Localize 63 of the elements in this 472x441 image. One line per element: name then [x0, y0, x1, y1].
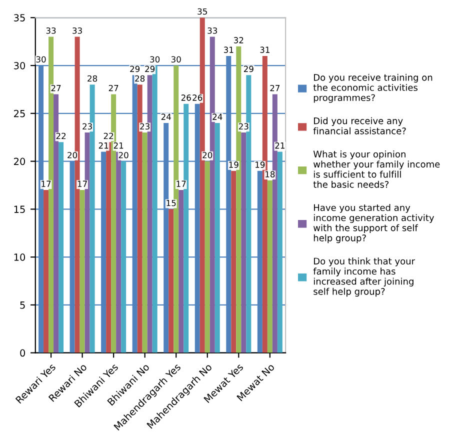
data-label: 35: [198, 8, 207, 15]
bar: [142, 132, 148, 353]
legend-label: Have you started any income generation activity with the support of self help group?: [314, 204, 434, 244]
data-label: 21: [98, 142, 108, 149]
data-label: 22: [56, 132, 66, 140]
data-label: 21: [114, 142, 124, 149]
data-label: 33: [208, 27, 218, 34]
data-label: 19: [256, 162, 265, 168]
y-tick-label: 15: [14, 206, 25, 213]
y-tick-label: 25: [14, 110, 25, 118]
data-label: 29: [145, 66, 155, 72]
bar: [121, 161, 126, 353]
data-label: 28: [88, 75, 98, 82]
bar: [58, 142, 64, 353]
legend-label: Do you think that your family income has increased after joining self help group?: [313, 258, 416, 297]
y-tick-label: 30: [14, 62, 26, 70]
data-label: 15: [166, 200, 176, 206]
data-label: 33: [46, 27, 56, 34]
legend-label: Do you receive training on the economic activities programmes?: [313, 74, 432, 103]
data-label: 31: [260, 46, 270, 53]
data-label: 33: [72, 27, 82, 34]
y-tick-label: 35: [14, 14, 25, 22]
bar: [168, 209, 174, 353]
data-label: 20: [202, 152, 212, 158]
data-label: 20: [68, 152, 78, 158]
data-label: 18: [266, 171, 275, 178]
data-label: 30: [36, 56, 46, 63]
legend-label: What is your opinion whether your family income is sufficient to fulfill the basic needs?: [313, 150, 440, 188]
data-label: 24: [212, 114, 222, 120]
y-tick-label: 10: [14, 254, 26, 261]
data-label: 26: [181, 94, 191, 101]
bar: [277, 152, 282, 353]
data-label: 17: [176, 180, 186, 187]
y-tick-label: 0: [20, 349, 26, 357]
bar: [204, 161, 210, 353]
bar: [241, 132, 246, 353]
bar: [214, 122, 220, 353]
data-label: 27: [51, 84, 61, 92]
data-label: 27: [270, 84, 280, 92]
data-label: 27: [108, 84, 118, 92]
data-label: 26: [192, 94, 202, 101]
data-label: 20: [118, 152, 128, 158]
y-tick-label: 5: [20, 302, 25, 309]
data-label: 24: [161, 114, 171, 120]
data-label: 29: [130, 66, 140, 72]
data-label: 23: [140, 123, 150, 130]
data-label: 21: [275, 142, 284, 149]
data-label: 31: [224, 46, 234, 53]
data-label: 17: [78, 180, 87, 187]
data-label: 23: [82, 123, 92, 130]
data-label: 30: [150, 56, 160, 63]
y-tick-label: 20: [14, 158, 26, 166]
data-label: 28: [135, 75, 145, 82]
bar: [267, 180, 272, 353]
data-label: 23: [238, 123, 248, 130]
data-label: 29: [244, 66, 254, 72]
data-label: 17: [42, 180, 51, 187]
data-label: 32: [234, 37, 244, 44]
data-label: 22: [104, 132, 114, 140]
legend-label: Did you receive any financial assistance?: [313, 117, 406, 134]
data-label: 30: [171, 56, 181, 63]
data-label: 19: [229, 162, 238, 168]
bar: [231, 170, 236, 353]
